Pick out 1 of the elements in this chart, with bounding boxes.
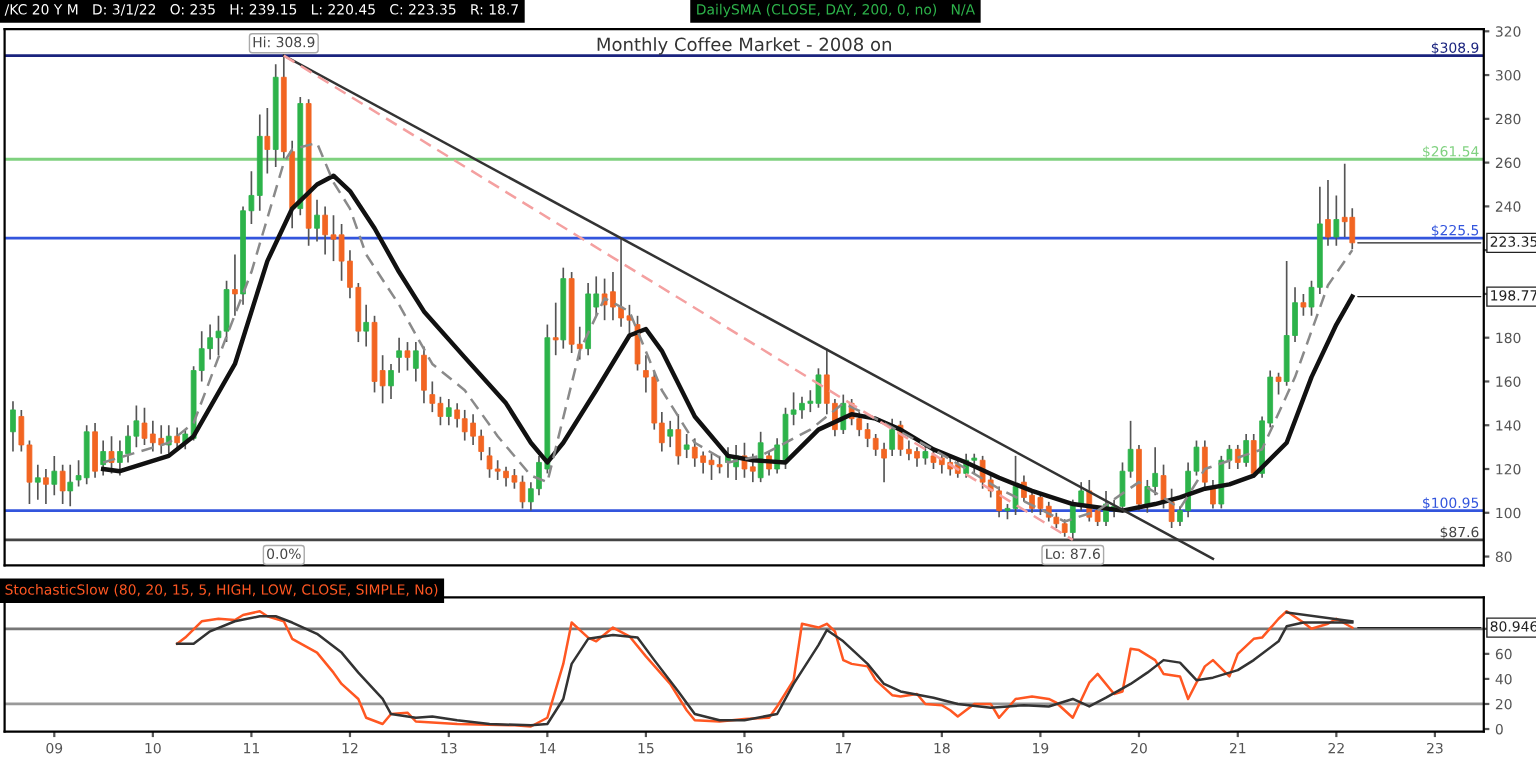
chart-title: Monthly Coffee Market - 2008 on: [597, 37, 891, 55]
